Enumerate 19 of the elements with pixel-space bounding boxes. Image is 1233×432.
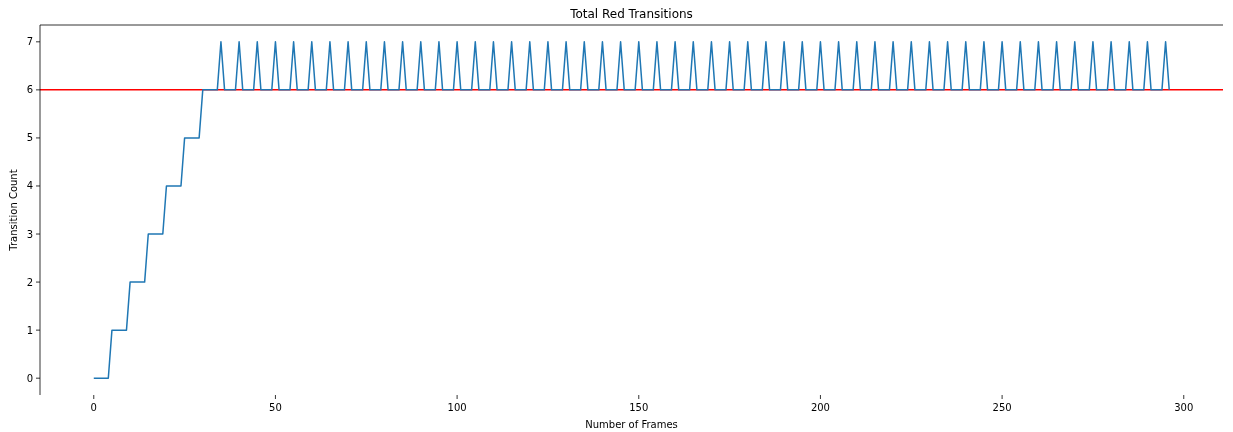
x-tick-label: 100 — [447, 402, 467, 413]
x-tick-label: 250 — [992, 402, 1012, 413]
x-axis-title: Number of Frames — [585, 419, 678, 430]
y-tick-label: 7 — [26, 36, 33, 48]
x-tick-label: 200 — [810, 402, 830, 413]
x-tick-label: 50 — [269, 402, 282, 413]
y-tick-label: 4 — [26, 180, 33, 192]
x-tick-label: 150 — [629, 402, 649, 413]
y-tick-label: 2 — [26, 276, 33, 288]
line-series — [93, 41, 1170, 379]
x-tick-label: 0 — [90, 402, 97, 413]
y-tick-label: 1 — [26, 324, 33, 336]
x-tick-label: 300 — [1174, 402, 1194, 413]
y-tick-label: 3 — [26, 228, 33, 240]
chart-title: Total Red Transitions — [569, 7, 693, 21]
y-tick-label: 5 — [26, 132, 33, 144]
y-axis-title: Transition Count — [8, 169, 19, 252]
y-tick-label: 6 — [26, 84, 33, 96]
y-tick-label: 0 — [26, 372, 33, 384]
